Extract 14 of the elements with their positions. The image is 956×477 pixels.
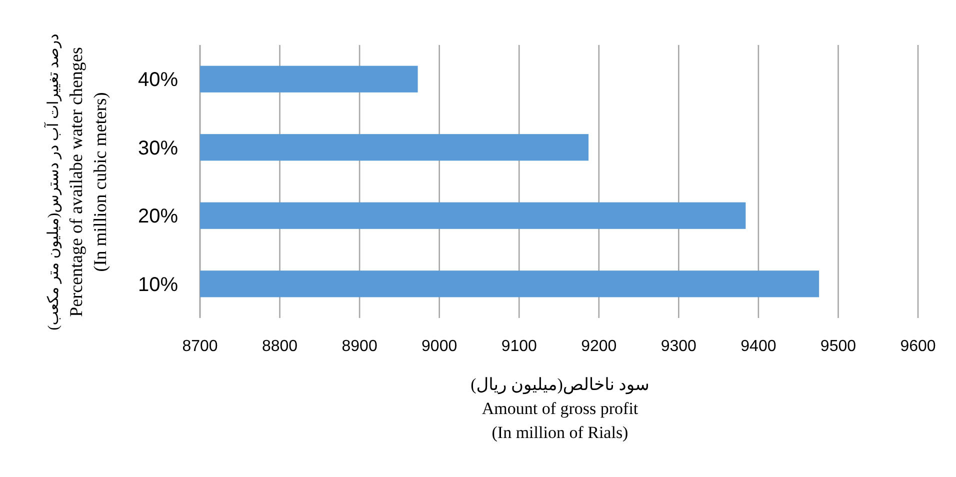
- x-tick-label: 9000: [422, 338, 458, 355]
- y-tick-label: 10%: [138, 274, 178, 296]
- y-tick-label: 30%: [138, 137, 178, 160]
- x-tick-label: 9500: [820, 338, 856, 355]
- x-tick-label: 9600: [900, 338, 936, 355]
- x-tick-label: 8900: [342, 338, 378, 355]
- y-tick-label: 20%: [138, 206, 178, 228]
- x-tick-label: 9100: [501, 338, 538, 355]
- x-tick-label: 8700: [182, 338, 218, 355]
- x-tick-label: 9200: [581, 338, 617, 355]
- x-tick-label: 9300: [660, 338, 697, 355]
- y-tick-label: 40%: [138, 69, 178, 92]
- x-tick-label: 9400: [740, 338, 776, 355]
- x-tick-label: 8800: [262, 338, 298, 355]
